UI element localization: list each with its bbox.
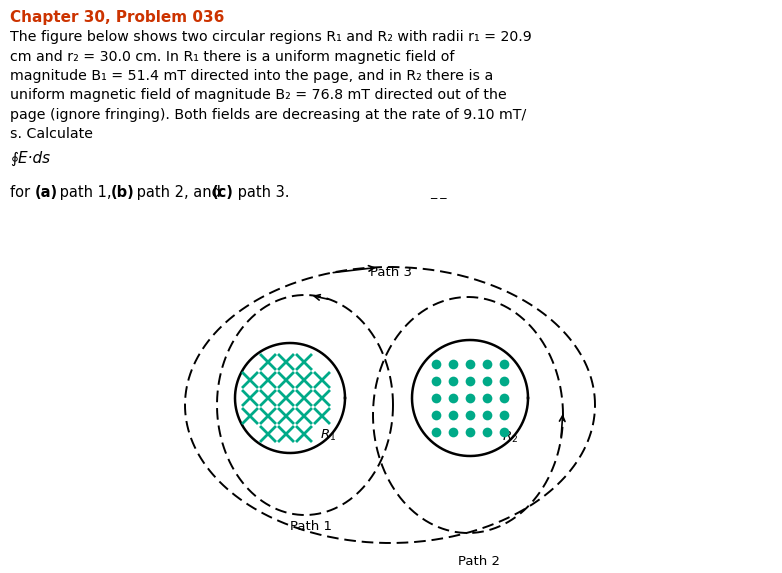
Text: Path 1: Path 1 [290, 520, 332, 533]
Text: s. Calculate: s. Calculate [10, 128, 93, 142]
Text: Path 2: Path 2 [458, 555, 500, 568]
Text: ∮E·ds: ∮E·ds [10, 151, 50, 166]
Text: page (ignore fringing). Both fields are decreasing at the rate of 9.10 mT/: page (ignore fringing). Both fields are … [10, 108, 526, 122]
Text: (c): (c) [212, 185, 234, 200]
Text: path 2, and: path 2, and [131, 185, 225, 200]
Text: path 1,: path 1, [56, 185, 117, 200]
Text: (a): (a) [35, 185, 58, 200]
Text: $R_1$: $R_1$ [321, 428, 336, 444]
Text: cm and r₂ = 30.0 cm. In R₁ there is a uniform magnetic field of: cm and r₂ = 30.0 cm. In R₁ there is a un… [10, 49, 454, 64]
Text: magnitude B₁ = 51.4 mT directed into the page, and in R₂ there is a: magnitude B₁ = 51.4 mT directed into the… [10, 69, 493, 83]
Text: Path 3: Path 3 [370, 266, 412, 279]
Text: _ _: _ _ [430, 185, 447, 198]
Text: The figure below shows two circular regions R₁ and R₂ with radii r₁ = 20.9: The figure below shows two circular regi… [10, 30, 532, 44]
Text: $R_2$: $R_2$ [502, 430, 518, 445]
Text: Chapter 30, Problem 036: Chapter 30, Problem 036 [10, 10, 224, 25]
Text: (b): (b) [111, 185, 135, 200]
Text: uniform magnetic field of magnitude B₂ = 76.8 mT directed out of the: uniform magnetic field of magnitude B₂ =… [10, 88, 507, 103]
Text: for: for [10, 185, 34, 200]
Text: path 3.: path 3. [232, 185, 289, 200]
